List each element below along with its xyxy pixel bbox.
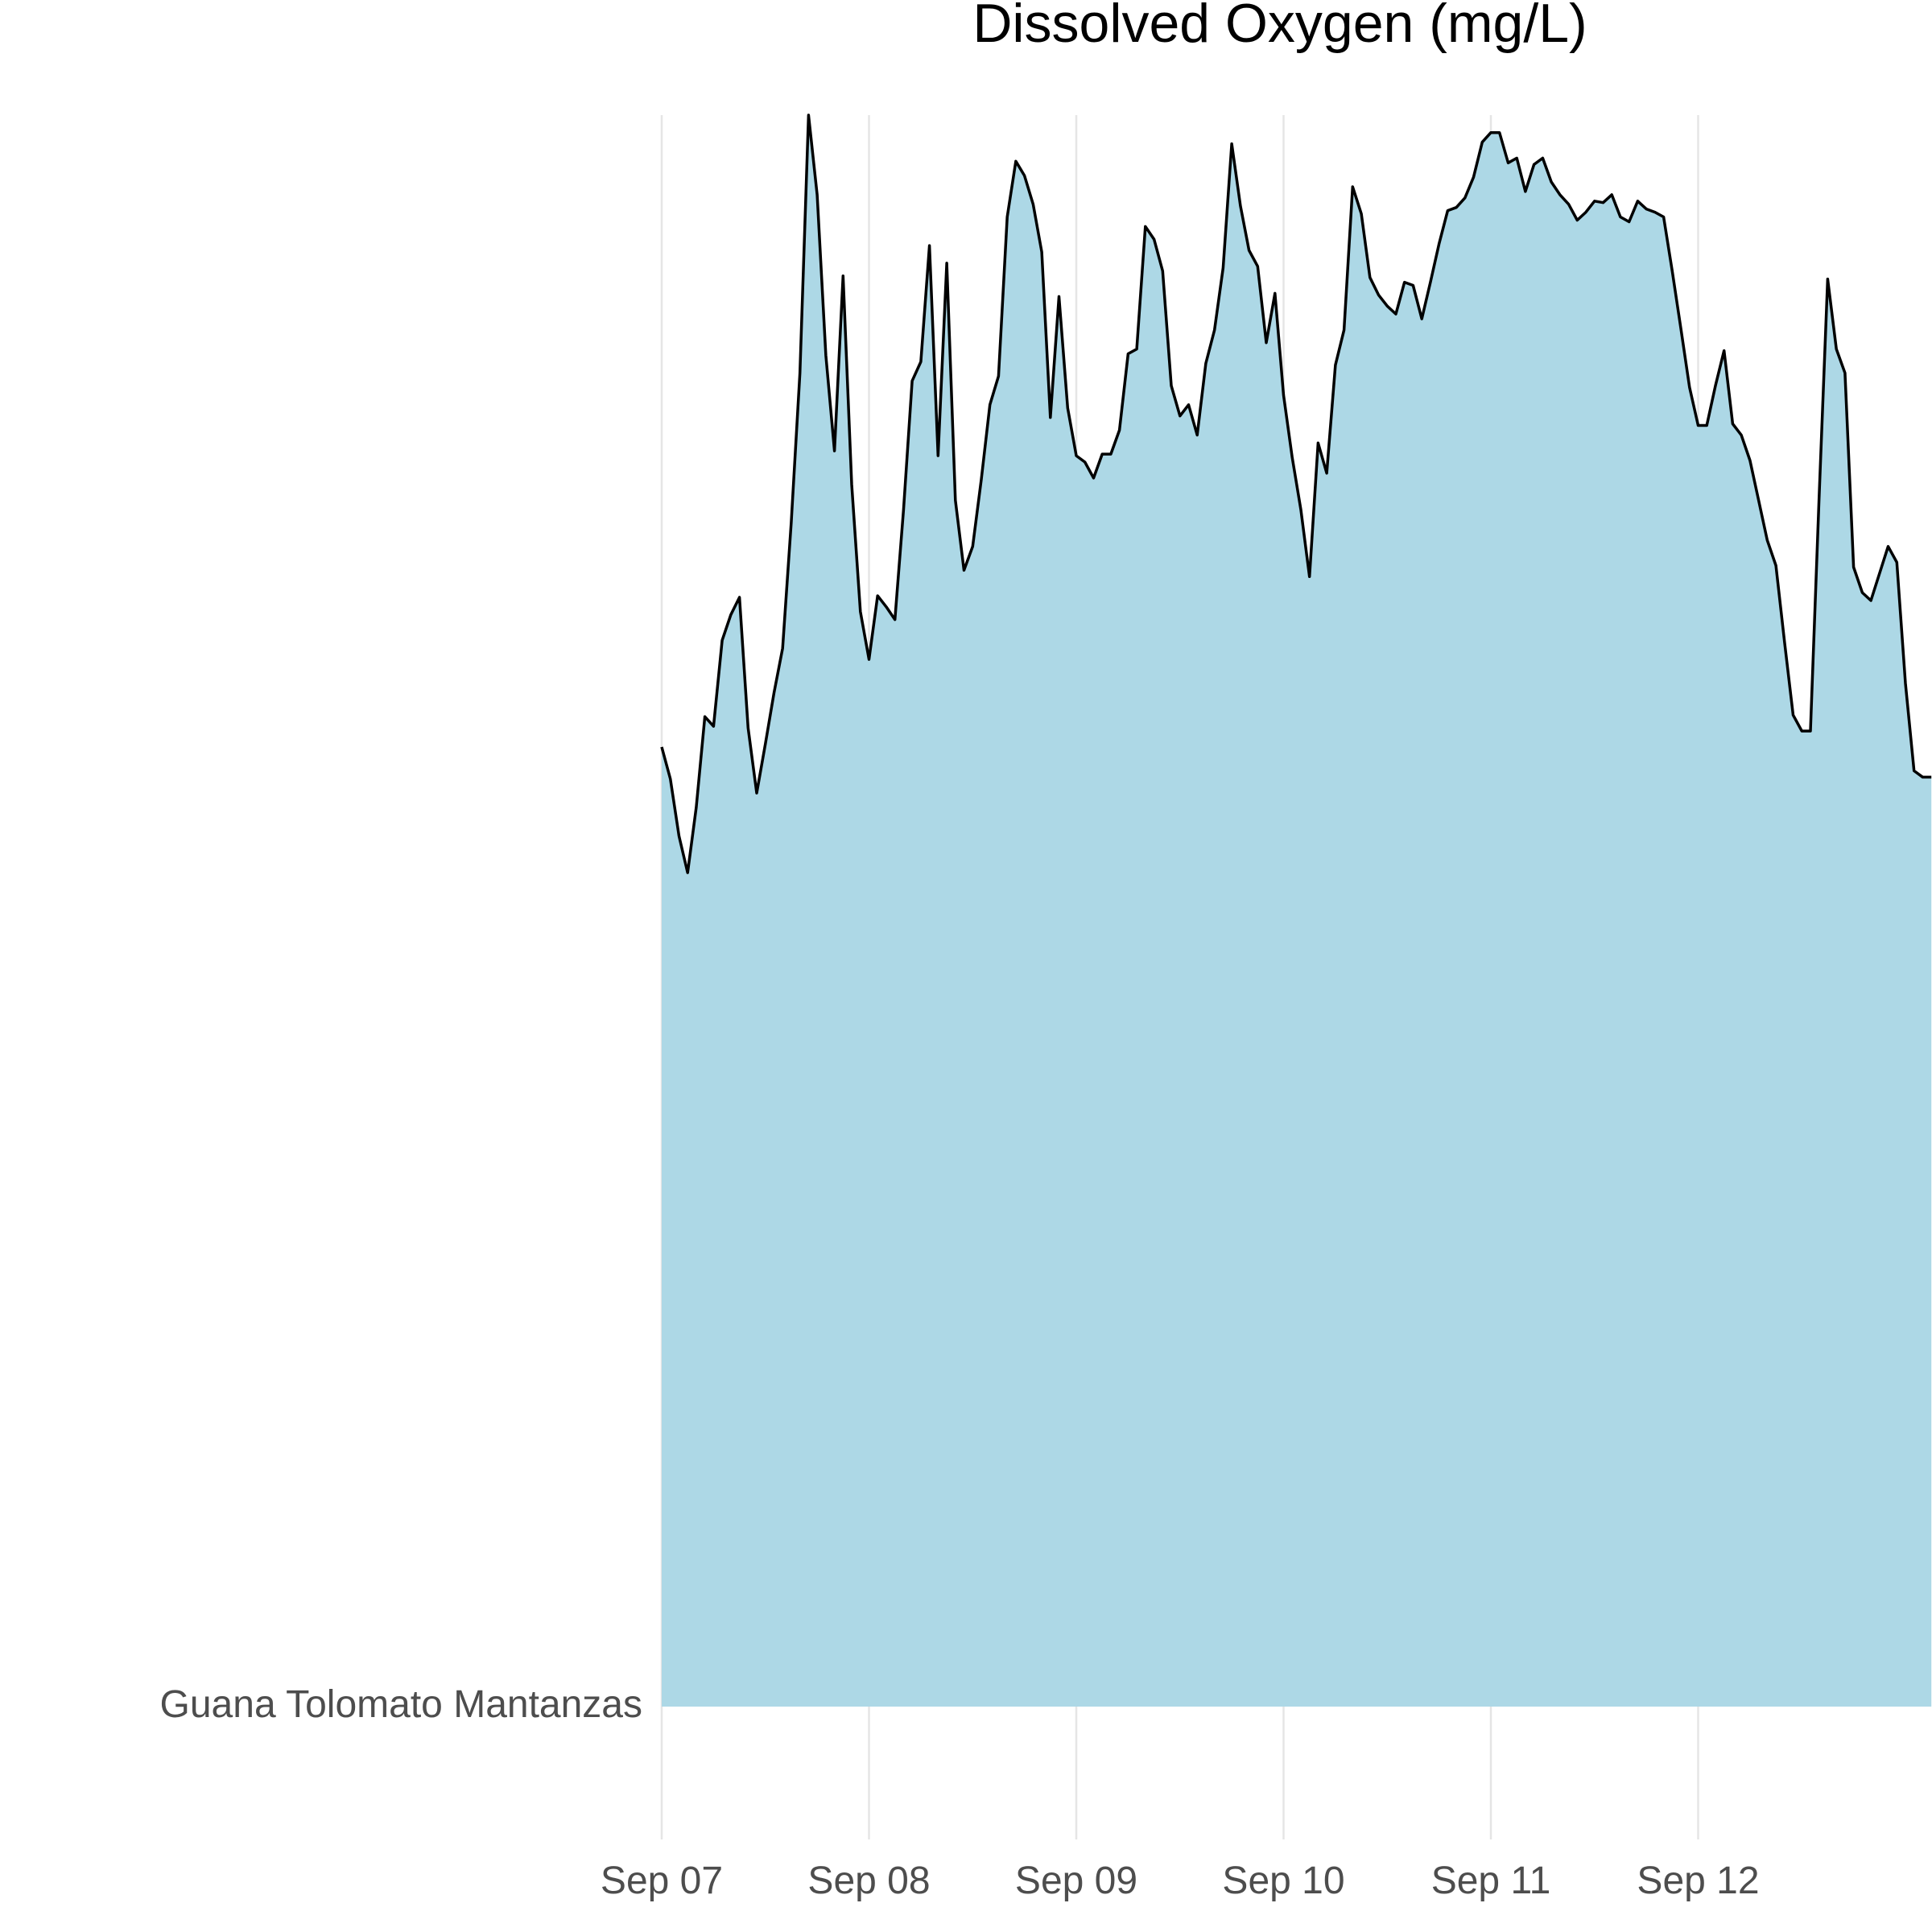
x-tick-label: Sep 10	[1222, 1860, 1344, 1902]
y-category-label: Guana Tolomato Mantanzas	[160, 1683, 642, 1726]
x-axis-ticks: Sep 07 Sep 08 Sep 09 Sep 10 Sep 11 Sep 12	[601, 1860, 1760, 1902]
ridge-area-fill	[662, 115, 1932, 1707]
ridge-outline-line	[660, 114, 1932, 874]
x-tick-label: Sep 08	[807, 1860, 930, 1902]
x-tick-label: Sep 11	[1431, 1860, 1551, 1902]
x-tick-label: Sep 12	[1637, 1860, 1759, 1902]
x-tick-label: Sep 07	[601, 1860, 723, 1902]
x-tick-label: Sep 09	[1015, 1860, 1137, 1902]
chart-title: Dissolved Oxygen (mg/L)	[972, 0, 1587, 54]
